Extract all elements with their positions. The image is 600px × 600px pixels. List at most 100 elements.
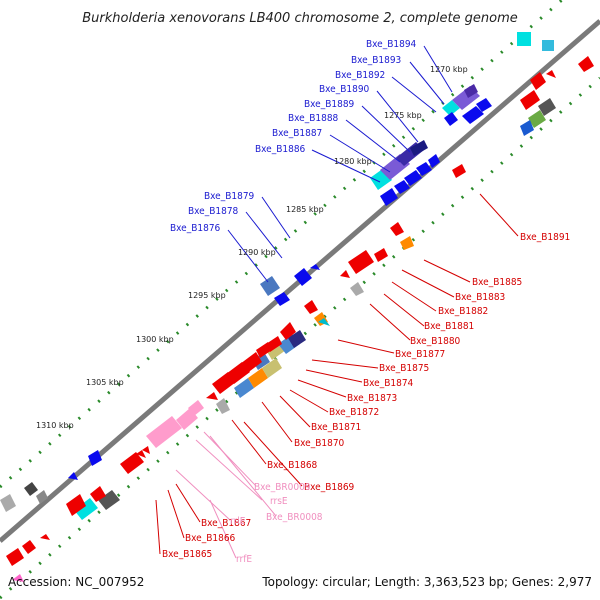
gene-feature [240,352,262,374]
gene-feature [374,248,388,262]
gene-feature [546,70,556,78]
gene-feature [260,276,280,296]
gene-label[interactable]: Bxe_B1873 [347,393,397,404]
gene-feature [442,100,460,116]
gene-feature [404,170,422,186]
gene-label[interactable]: Bxe_B1890 [319,84,370,95]
gene-feature [22,540,36,554]
gene-feature [74,498,98,520]
gene-feature [234,378,254,398]
gene-label[interactable]: Bxe_B1877 [395,349,445,360]
gene-feature [394,180,410,194]
gene-feature [68,472,78,480]
page-title: Burkholderia xenovorans LB400 chromosome… [82,11,518,26]
gene-label[interactable]: Bxe_B1889 [304,99,355,110]
gene-feature [390,222,404,236]
gene-feature [98,490,120,510]
gene-label[interactable]: Bxe_B1885 [472,277,522,288]
scale-label: 1270 kbp [430,65,468,74]
gene-feature [318,318,330,326]
gene-label[interactable]: Bxe_B1866 [185,533,236,544]
gene-label[interactable]: Bxe_B1867 [201,518,251,529]
gene-label[interactable]: Bxe_BR0008 [266,512,323,523]
gene-feature [528,110,546,128]
gene-feature [136,450,146,458]
gene-label[interactable]: Bxe_B1888 [288,113,339,124]
gene-feature [520,90,540,110]
gene-feature [428,154,440,168]
outer-tick-track [0,0,565,489]
gene-label[interactable]: rrlE [230,516,246,527]
gene-feature [266,336,282,352]
gene-feature [274,292,290,306]
gene-feature [380,188,398,206]
gene-feature [530,72,546,90]
gene-label[interactable]: Bxe_B1875 [379,363,429,374]
gene-label[interactable]: Bxe_B1874 [363,378,414,389]
genome-summary-text: Topology: circular; Length: 3,363,523 bp… [261,575,592,589]
gene-label[interactable]: Bxe_B1881 [424,321,474,332]
gene-label[interactable]: Bxe_B1872 [329,407,379,418]
scale-labels: 1270 kbp 1275 kbp 1280 kbp 1285 kbp 1290… [36,65,468,430]
gene-label[interactable]: Bxe_B1870 [294,438,345,449]
gene-label[interactable]: rrfE [236,554,252,565]
rna-gene-labels: Bxe_BR0009 rrsE Bxe_BR0008 rrlE rrfE [230,482,323,565]
reverse-label-leaders [155,193,519,555]
rrna-operon [146,400,204,448]
gene-feature [520,120,534,136]
scale-label: 1295 kbp [188,291,226,300]
gene-label[interactable]: Bxe_B1865 [162,549,212,560]
scale-label: 1305 kbp [86,378,124,387]
gene-feature [248,368,268,388]
gene-label[interactable]: Bxe_B1868 [267,460,318,471]
gene-feature [120,452,144,474]
gene-feature [90,486,106,502]
gene-label[interactable]: Bxe_B1882 [438,306,488,317]
gene-feature [538,98,556,116]
scale-label: 1275 kbp [384,111,422,120]
scale-label: 1280 kbp [334,157,372,166]
gene-feature [262,358,282,378]
gene-label[interactable]: Bxe_B1880 [410,336,461,347]
gene-feature [294,268,312,286]
gene-label[interactable]: Bxe_B1894 [366,39,417,50]
scale-label: 1310 kbp [36,421,74,430]
gene-feature [410,140,428,156]
gene-feature [88,450,102,466]
gene-label[interactable]: Bxe_B1871 [311,422,361,433]
scale-label: 1290 kbp [238,248,276,257]
gene-label[interactable]: rrsE [270,496,288,507]
gene-feature [310,264,320,270]
gene-label[interactable]: Bxe_B1887 [272,128,322,139]
reverse-gene-labels: Bxe_B1891 Bxe_B1885 Bxe_B1883 Bxe_B1882 … [162,232,570,560]
gene-label[interactable]: Bxe_B1893 [351,55,401,66]
gene-label[interactable]: Bxe_B1878 [188,206,239,217]
gene-feature [476,98,492,112]
gene-feature [66,494,86,516]
forward-gene-labels: Bxe_B1894 Bxe_B1893 Bxe_B1892 Bxe_B1890 … [170,39,417,234]
accession-text: Accession: NC_007952 [8,575,144,589]
reverse-strand-genes [6,56,594,582]
gene-feature [350,282,364,296]
scale-label: 1300 kbp [136,335,174,344]
gene-label[interactable]: Bxe_B1891 [520,232,570,243]
forward-strand-genes [0,32,554,520]
gene-feature [216,398,230,414]
gene-feature [452,164,466,178]
gene-feature [348,250,374,274]
gene-label[interactable]: Bxe_B1883 [455,292,505,303]
gene-feature [578,56,594,72]
gene-feature [340,270,350,278]
gene-feature [0,494,16,512]
gene-feature [462,106,484,124]
gene-label[interactable]: Bxe_BR0009 [254,482,311,493]
gene-label[interactable]: Bxe_B1892 [335,70,385,81]
rna-feature [188,400,204,416]
gene-label[interactable]: Bxe_B1869 [304,482,355,493]
gene-label[interactable]: Bxe_B1879 [204,191,255,202]
rna-label-leaders [175,431,277,559]
gene-feature [400,236,414,250]
gene-label[interactable]: Bxe_B1876 [170,223,221,234]
gene-label[interactable]: Bxe_B1886 [255,144,306,155]
